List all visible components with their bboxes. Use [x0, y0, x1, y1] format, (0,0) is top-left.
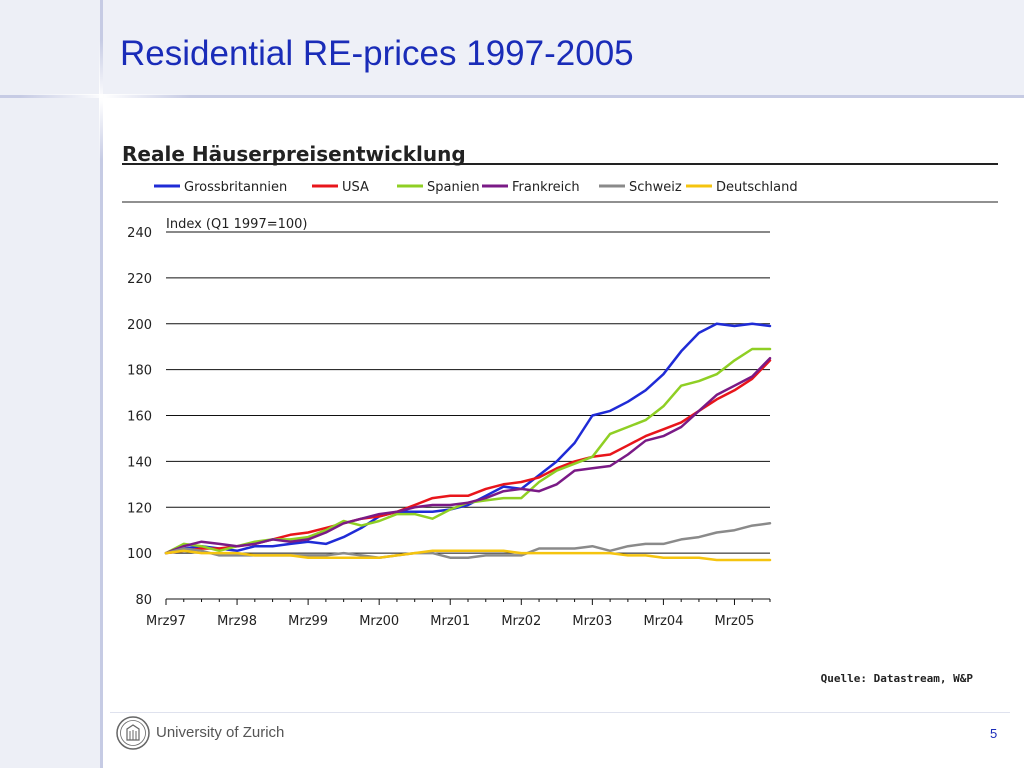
horizontal-rule-line [0, 95, 1024, 98]
cross-highlight-horizontal [20, 94, 190, 98]
vertical-rule-line [100, 0, 103, 768]
x-tick-label: Mrz02 [501, 614, 541, 629]
footer-divider [110, 712, 1010, 713]
x-tick-label: Mrz03 [572, 614, 612, 629]
series-line-deutschland [164, 549, 772, 562]
legend-label: Deutschland [716, 180, 798, 195]
x-tick-label: Mrz05 [715, 614, 755, 629]
y-tick-label: 160 [127, 410, 152, 425]
legend-label: Grossbritannien [184, 180, 287, 195]
legend-label: Frankreich [512, 180, 580, 195]
left-background-band [0, 0, 100, 768]
chart-source: Quelle: Datastream, W&P [821, 672, 974, 685]
y-tick-label: 240 [127, 226, 152, 241]
series-line-grossbritannien [164, 322, 772, 555]
y-axis-ticks: 80 100 120 140 160 180 200 220 240 [127, 226, 152, 608]
x-tick-label: Mrz00 [359, 614, 399, 629]
x-tick-label: Mrz01 [430, 614, 470, 629]
x-tick-label: Mrz98 [217, 614, 257, 629]
chart-legend: Grossbritannien USA Spanien Frankreich Schwe… [154, 180, 798, 195]
y-tick-label: 140 [127, 455, 152, 470]
university-seal-icon [116, 716, 150, 750]
legend-label: USA [342, 180, 369, 195]
chart-gridlines [166, 231, 770, 600]
series-line-spanien [164, 347, 772, 555]
x-axis-ticks: Mrz97 Mrz98 Mrz99 Mrz00 Mrz01 Mrz02 Mrz03 Mrz04… [146, 599, 771, 629]
y-tick-label: 200 [127, 318, 152, 333]
x-tick-label: Mrz97 [146, 614, 186, 629]
house-price-chart: Reale Häuserpreisentwicklung Grossbritan… [122, 142, 998, 685]
chart-title: Reale Häuserpreisentwicklung [122, 142, 466, 166]
cross-highlight-vertical [99, 40, 103, 160]
y-tick-label: 220 [127, 272, 152, 287]
y-tick-label: 120 [127, 501, 152, 516]
y-tick-label: 100 [127, 547, 152, 562]
slide-title: Residential RE-prices 1997-2005 [120, 34, 634, 73]
y-tick-label: 180 [127, 364, 152, 379]
y-axis-label: Index (Q1 1997=100) [166, 217, 308, 232]
title-panel [103, 0, 1024, 95]
x-tick-label: Mrz04 [643, 614, 683, 629]
x-tick-label: Mrz99 [288, 614, 328, 629]
page-number: 5 [990, 726, 998, 741]
legend-label: Spanien [427, 180, 480, 195]
chart-series-lines [164, 322, 772, 562]
legend-label: Schweiz [629, 180, 682, 195]
series-line-frankreich [164, 356, 772, 555]
y-tick-label: 80 [135, 593, 152, 608]
university-name: University of Zurich [156, 724, 285, 741]
